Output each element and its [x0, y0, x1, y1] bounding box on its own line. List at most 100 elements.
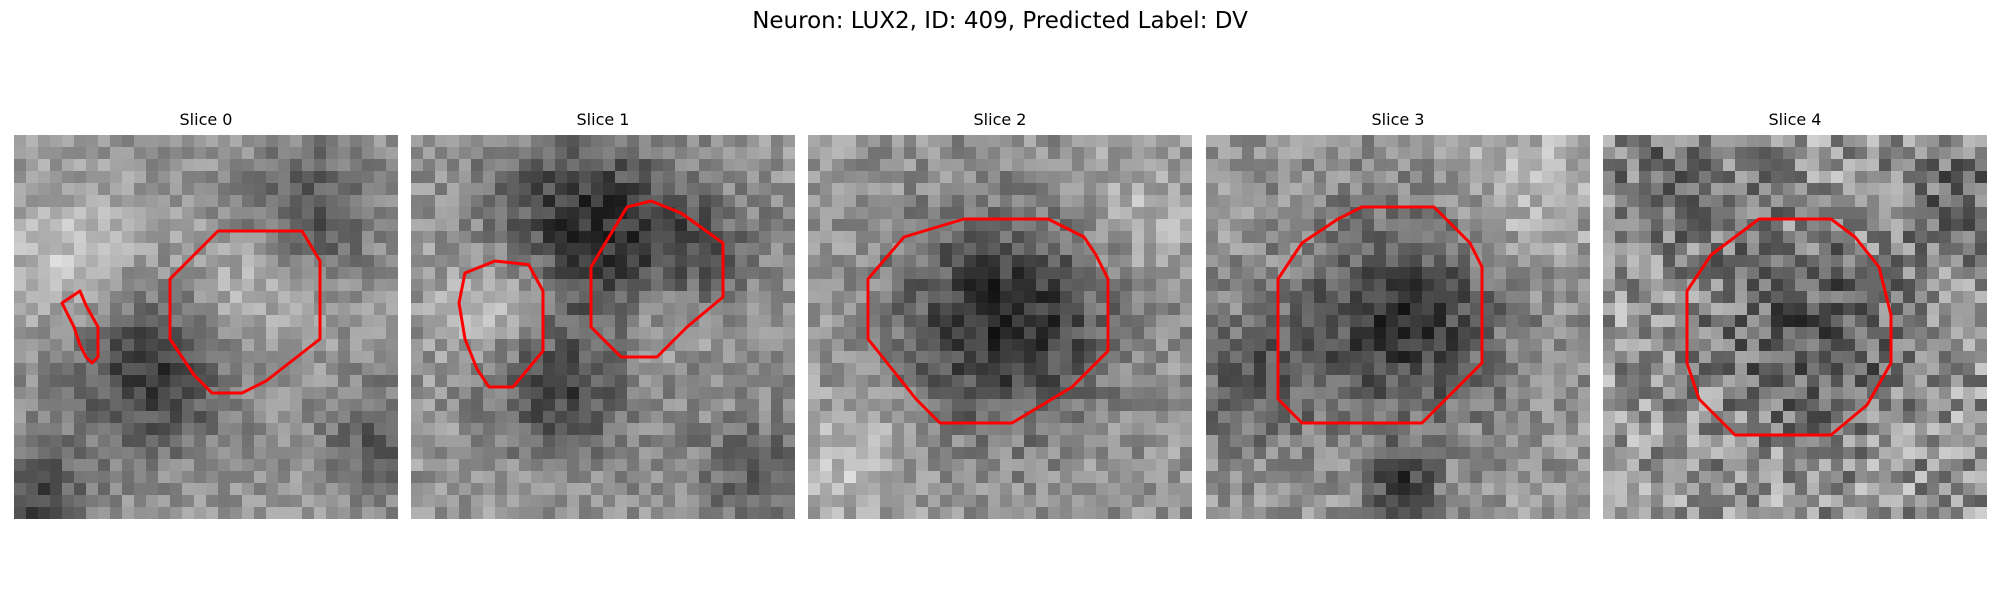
image-pixel — [1180, 351, 1192, 364]
image-pixel — [1108, 399, 1121, 412]
image-pixel — [1566, 231, 1579, 244]
image-pixel — [567, 243, 580, 256]
image-pixel — [663, 411, 676, 424]
image-pixel — [1615, 411, 1628, 424]
image-pixel — [1120, 471, 1133, 484]
image-pixel — [747, 207, 760, 220]
image-pixel — [1470, 195, 1483, 208]
image-pixel — [663, 363, 676, 376]
image-pixel — [759, 195, 772, 208]
image-pixel — [374, 279, 387, 292]
image-pixel — [1024, 315, 1037, 328]
image-pixel — [1711, 147, 1724, 160]
image-pixel — [50, 471, 63, 484]
image-pixel — [1036, 471, 1049, 484]
image-pixel — [579, 183, 592, 196]
image-pixel — [38, 231, 51, 244]
image-pixel — [1096, 399, 1109, 412]
image-pixel — [230, 435, 243, 448]
image-pixel — [435, 147, 448, 160]
image-pixel — [1410, 351, 1423, 364]
image-pixel — [495, 495, 508, 508]
image-pixel — [1651, 219, 1664, 232]
image-pixel — [1362, 315, 1375, 328]
image-pixel — [1096, 447, 1109, 460]
image-pixel — [1266, 219, 1279, 232]
image-pixel — [206, 411, 219, 424]
image-pixel — [1096, 279, 1109, 292]
image-pixel — [1867, 135, 1880, 148]
image-pixel — [1470, 339, 1483, 352]
image-pixel — [459, 447, 472, 460]
image-pixel — [1096, 423, 1109, 436]
image-pixel — [459, 135, 472, 148]
image-pixel — [14, 495, 27, 508]
image-pixel — [783, 303, 795, 316]
image-pixel — [1879, 399, 1892, 412]
image-pixel — [1747, 183, 1760, 196]
image-pixel — [1290, 387, 1303, 400]
image-pixel — [519, 171, 532, 184]
image-pixel — [1951, 183, 1964, 196]
image-pixel — [1759, 255, 1772, 268]
image-pixel — [1494, 135, 1507, 148]
image-pixel — [904, 483, 917, 496]
image-pixel — [1963, 423, 1976, 436]
image-pixel — [579, 507, 592, 519]
image-pixel — [1254, 147, 1267, 160]
image-pixel — [338, 507, 351, 519]
image-pixel — [1939, 447, 1952, 460]
image-pixel — [567, 315, 580, 328]
image-pixel — [591, 207, 604, 220]
image-pixel — [1374, 387, 1387, 400]
image-pixel — [326, 279, 339, 292]
image-pixel — [1012, 147, 1025, 160]
image-pixel — [868, 327, 881, 340]
image-pixel — [1542, 387, 1555, 400]
image-pixel — [230, 375, 243, 388]
image-pixel — [1867, 159, 1880, 172]
image-pixel — [483, 303, 496, 316]
image-pixel — [326, 339, 339, 352]
image-pixel — [1266, 207, 1279, 220]
image-pixel — [1554, 279, 1567, 292]
image-pixel — [1060, 399, 1073, 412]
image-pixel — [1927, 363, 1940, 376]
image-pixel — [1663, 219, 1676, 232]
image-pixel — [1963, 327, 1976, 340]
image-pixel — [1024, 459, 1037, 472]
image-pixel — [856, 363, 869, 376]
image-pixel — [1048, 159, 1061, 172]
image-pixel — [952, 183, 965, 196]
image-pixel — [1024, 399, 1037, 412]
image-pixel — [976, 171, 989, 184]
image-pixel — [86, 459, 99, 472]
image-pixel — [1144, 399, 1157, 412]
image-pixel — [158, 387, 171, 400]
image-pixel — [1254, 231, 1267, 244]
image-pixel — [338, 303, 351, 316]
image-pixel — [98, 255, 111, 268]
image-pixel — [362, 279, 375, 292]
image-pixel — [411, 303, 424, 316]
image-pixel — [1783, 339, 1796, 352]
image-pixel — [1206, 435, 1219, 448]
image-pixel — [976, 135, 989, 148]
image-pixel — [579, 195, 592, 208]
image-pixel — [1000, 423, 1013, 436]
image-pixel — [1386, 219, 1399, 232]
image-pixel — [1566, 243, 1579, 256]
image-pixel — [1362, 195, 1375, 208]
image-pixel — [1915, 279, 1928, 292]
image-pixel — [1554, 459, 1567, 472]
image-pixel — [1410, 507, 1423, 519]
image-pixel — [1939, 291, 1952, 304]
image-pixel — [483, 399, 496, 412]
image-pixel — [134, 327, 147, 340]
image-pixel — [1927, 267, 1940, 280]
image-pixel — [290, 243, 303, 256]
image-pixel — [182, 231, 195, 244]
image-pixel — [591, 279, 604, 292]
image-pixel — [194, 363, 207, 376]
image-pixel — [362, 219, 375, 232]
